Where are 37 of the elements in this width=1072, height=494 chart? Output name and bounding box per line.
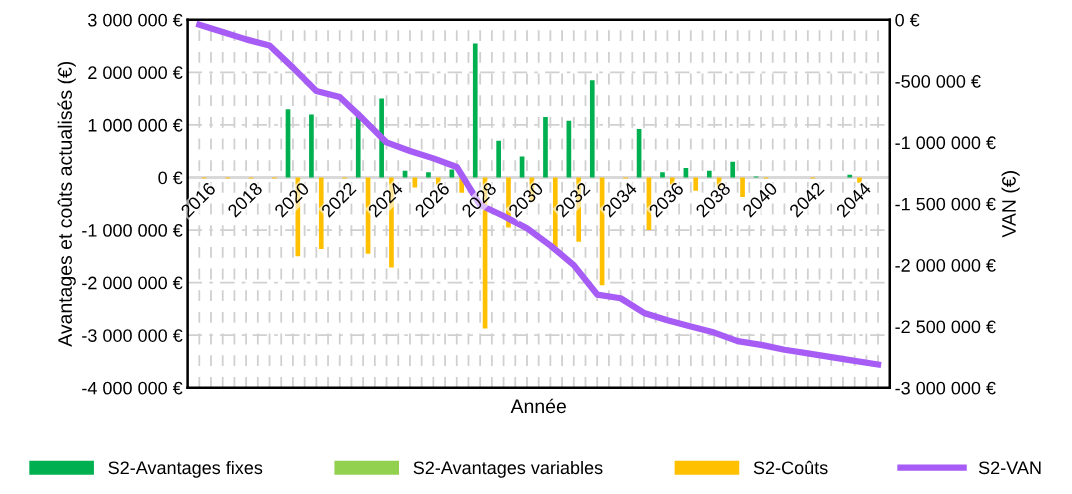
x-axis-title: Année [510,398,566,414]
y2-tick-label: -1 000 000 € [895,136,996,150]
legend-label: S2-Coûts [753,460,828,475]
bar [730,161,736,178]
bar [552,177,558,247]
y-tick-label: 0 € [158,171,183,185]
y-axis-title: Avantages et coûts actualisés (€) [57,61,76,347]
legend-label: S2-Avantages variables [413,460,603,478]
bar [740,177,745,197]
y2-axis-title: VAN (€) [1001,171,1020,238]
bar [496,140,501,178]
bar [426,172,431,178]
y-tick-label: 1 000 000 € [88,118,183,132]
y2-tick-label: -1 500 000 € [895,197,996,211]
y-tick-label: -4 000 000 € [82,381,183,395]
legend-label: S2-VAN [978,461,1041,475]
y-tick-label: -1 000 000 € [82,224,183,237]
bar [669,177,675,185]
y-tick-label: -3 000 000 € [82,329,183,342]
y-tick-label: -2 000 000 € [82,276,183,290]
y2-tick-label: -3 000 000 € [895,381,996,395]
bar [435,177,441,185]
bar [472,43,478,178]
legend-label: S2-Avantages fixes [108,460,263,478]
y-tick-label: 2 000 000 € [88,66,183,80]
bar [543,117,548,178]
bar [309,114,314,178]
y2-tick-label: -500 000 € [895,75,981,88]
y-tick-label: 3 000 000 € [88,13,183,27]
bar [857,177,862,183]
bar [706,170,712,178]
bar [660,172,665,178]
y2-tick-label: -2 000 000 € [895,259,996,272]
y2-tick-label: 0 € [895,13,920,27]
bar [589,80,595,178]
y2-tick-label: -2 500 000 € [895,320,996,334]
bar [318,177,324,249]
